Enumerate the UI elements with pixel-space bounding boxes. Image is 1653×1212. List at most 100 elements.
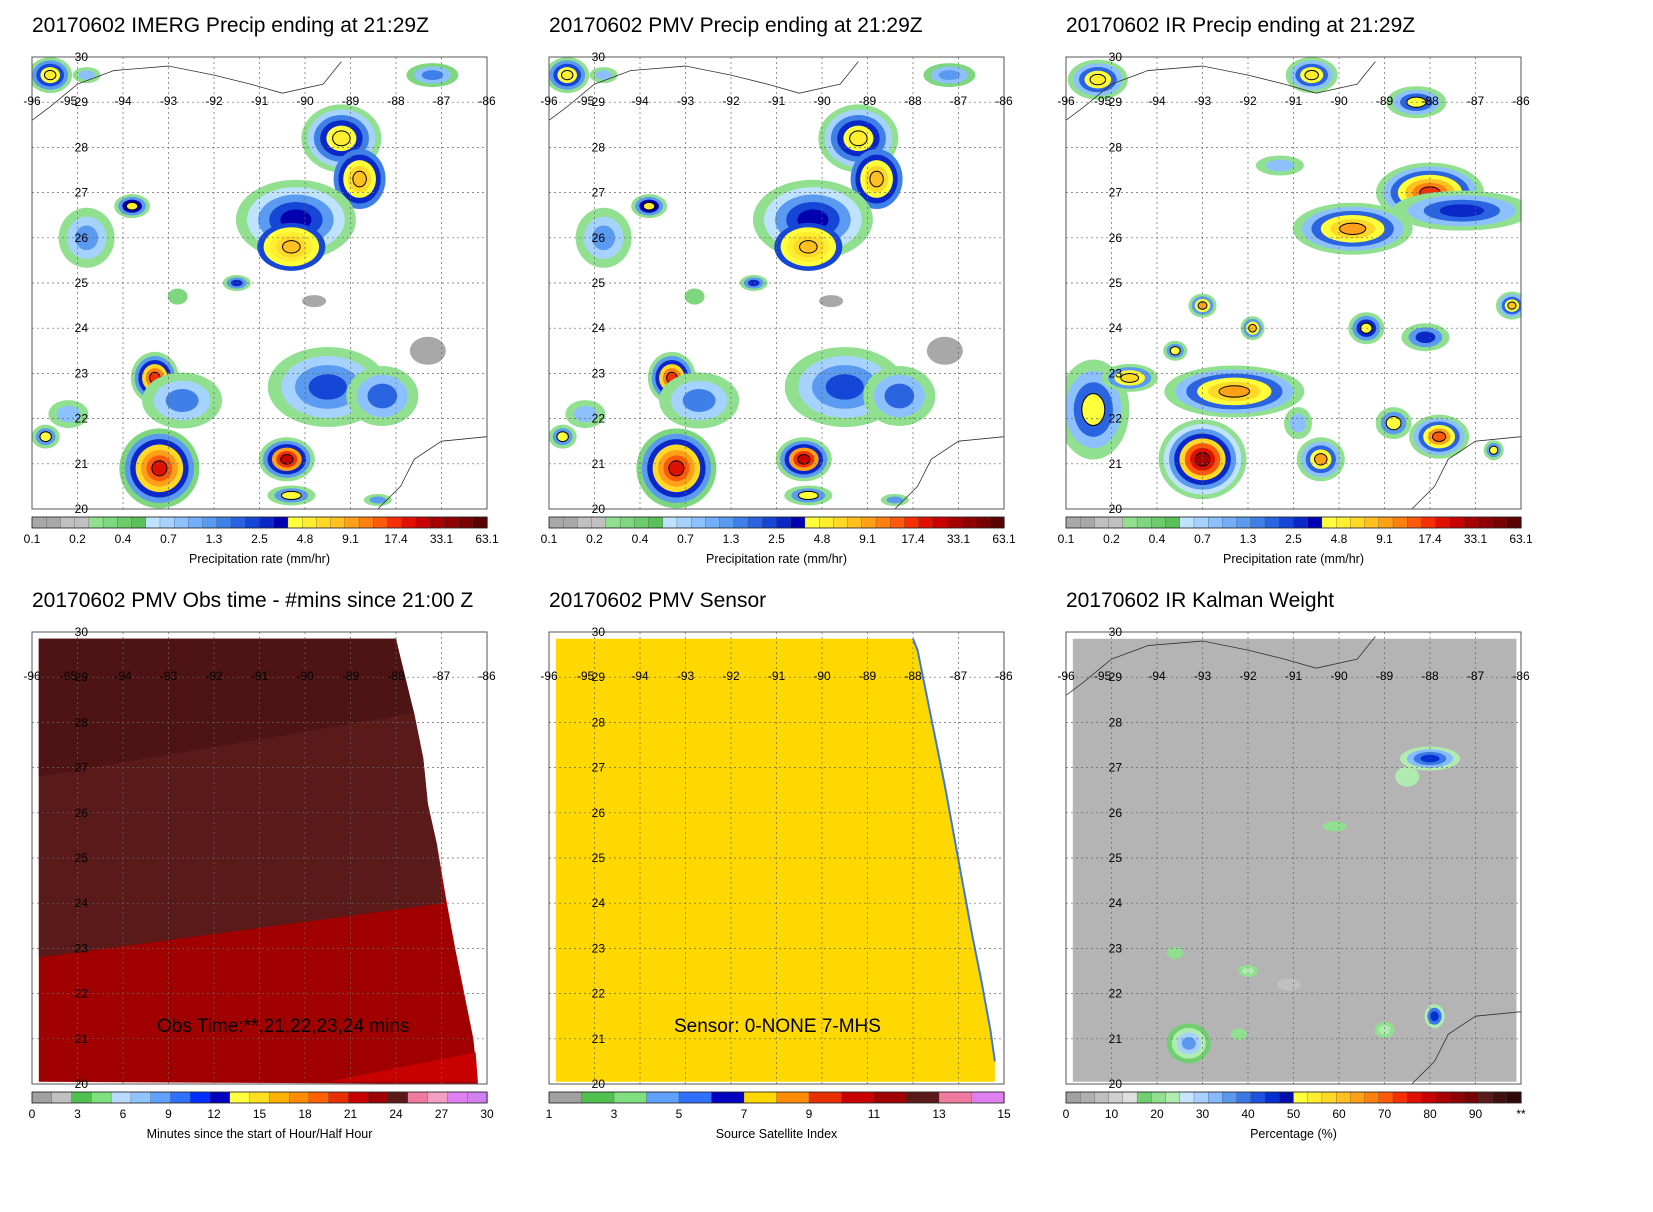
colorbar-swatch [581, 1091, 615, 1104]
colorbar-swatch [548, 516, 564, 529]
lat-tick-label: 23 [75, 366, 89, 380]
colorbar: 0.1 0.2 0.4 0.7 1.3 2.5 4.8 9.1 17.4 33.1 63.1 Prec… [24, 516, 499, 566]
colorbar: 0.1 0.2 0.4 0.7 1.3 2.5 4.8 9.1 17.4 33.1 63.1 Prec… [541, 516, 1016, 566]
colorbar-swatch [847, 516, 863, 529]
kalman-background [1072, 638, 1517, 1082]
colorbar-swatch [131, 516, 147, 529]
lon-tick-label: -93 [160, 669, 178, 683]
colorbar-swatch [1321, 516, 1337, 529]
lat-tick-label: 29 [1109, 95, 1123, 109]
colorbar-swatch [890, 516, 906, 529]
lon-tick-label: -90 [1330, 94, 1348, 108]
colorbar-tick-label: 80 [1423, 1107, 1437, 1121]
coastline-yucatan [377, 436, 488, 510]
lat-tick-label: 28 [1109, 715, 1123, 729]
kalman-cell [1230, 1028, 1247, 1041]
precip-cell [1158, 419, 1247, 500]
colorbar-tick-label: 0 [29, 1107, 36, 1121]
lon-tick-label: -88 [1421, 669, 1439, 683]
panel-ir-kalman-weight: 20170602 IR Kalman Weight -96 -95 -94 -93 -92… [1057, 575, 1606, 1175]
colorbar-swatch [1364, 516, 1380, 529]
colorbar-swatch [1122, 516, 1138, 529]
colorbar-swatch [719, 516, 735, 529]
lon-tick-label: -92 [1239, 94, 1257, 108]
panel-pmv-precip: 20170602 PMV Precip ending at 21:29Z -96-… [540, 0, 1089, 600]
colorbar-frame [548, 1091, 1005, 1104]
precip-cell [819, 295, 844, 308]
precip-cell [333, 149, 386, 210]
colorbar-tick-label: 4.8 [297, 532, 314, 546]
colorbar-swatch [662, 516, 678, 529]
colorbar-tick-label: 30 [1196, 1107, 1210, 1121]
panel-annotation: Sensor: 0-NONE 7-MHS [674, 1016, 881, 1037]
colorbar-swatch [678, 1091, 713, 1104]
colorbar-swatch [1165, 516, 1181, 529]
colorbar-swatch [1336, 516, 1352, 529]
colorbar-tick-label: 6 [120, 1107, 127, 1121]
colorbar-tick-label: 50 [1287, 1107, 1301, 1121]
lat-tick-label: 20 [75, 1077, 89, 1091]
lon-tick-label: -92 [205, 669, 223, 683]
lon-tick-label: -94 [114, 669, 132, 683]
lon-tick-label: -90 [813, 669, 831, 683]
colorbar-swatch [762, 516, 778, 529]
colorbar: 0.1 0.2 0.4 0.7 1.3 2.5 4.8 9.1 17.4 33.1 63.1 Prec… [1058, 516, 1533, 566]
plot-frame [1065, 56, 1522, 510]
coastline-north [1065, 61, 1376, 121]
colorbar-swatch [932, 516, 948, 529]
colorbar-swatch [373, 516, 389, 529]
lon-tick-label: -86 [1512, 94, 1530, 108]
colorbar-tick-label: 2.5 [768, 532, 785, 546]
lat-tick-label: 25 [592, 276, 606, 290]
colorbar-swatch [1136, 1091, 1152, 1104]
kalman-cell [1322, 821, 1347, 832]
lat-tick-label: 26 [1109, 806, 1123, 820]
colorbar-swatch [1293, 1091, 1309, 1104]
data-field [555, 638, 996, 1082]
colorbar-tick-label: 0.2 [69, 532, 86, 546]
lat-tick-label: 30 [592, 50, 606, 64]
colorbar-swatch [328, 1091, 350, 1104]
colorbar-swatch [1506, 1091, 1522, 1104]
colorbar-swatch [1421, 1091, 1437, 1104]
colorbar-swatch [808, 1091, 843, 1104]
lat-tick-label: 21 [592, 457, 606, 471]
colorbar-frame [31, 1091, 488, 1104]
kalman-cell [1276, 978, 1301, 991]
precip-cell [222, 275, 251, 291]
colorbar-swatch [691, 516, 707, 529]
precip-cell [1409, 414, 1470, 459]
colorbar-swatch [918, 516, 934, 529]
colorbar-swatch [368, 1091, 389, 1104]
lon-tick-label: -88 [904, 669, 922, 683]
lon-tick-label: -87 [433, 94, 451, 108]
coastline-north [1065, 636, 1376, 696]
lon-tick-label: -90 [1330, 669, 1348, 683]
colorbar-swatch [747, 516, 763, 529]
lat-tick-label: 20 [1109, 502, 1123, 516]
lon-tick-label: -89 [342, 94, 360, 108]
plot-frame [1065, 631, 1522, 1085]
lon-tick-label: -94 [631, 94, 649, 108]
colorbar-swatch [71, 1091, 92, 1104]
colorbar-label: Precipitation rate (mm/hr) [706, 552, 847, 566]
colorbar-swatch [1435, 1091, 1451, 1104]
colorbar-swatch [245, 516, 261, 529]
precip-cell [32, 424, 60, 449]
lat-tick-label: 28 [1109, 140, 1123, 154]
colorbar-swatch [1080, 1091, 1096, 1104]
colorbar-swatch [971, 1091, 1005, 1104]
lat-tick-label: 21 [75, 457, 89, 471]
lat-tick-label: 25 [75, 851, 89, 865]
colorbar-tick-label: ** [1516, 1107, 1526, 1121]
precip-cell [48, 400, 89, 429]
kalman-cell [1395, 766, 1420, 787]
colorbar-swatch [308, 1091, 330, 1104]
colorbar-swatch [287, 516, 303, 529]
precip-cell [258, 437, 315, 482]
colorbar-swatch [1350, 1091, 1366, 1104]
lon-tick-label: -88 [387, 94, 405, 108]
lon-tick-label: -89 [1376, 669, 1394, 683]
colorbar-tick-label: 0.7 [160, 532, 177, 546]
colorbar-tick-label: 12 [207, 1107, 221, 1121]
